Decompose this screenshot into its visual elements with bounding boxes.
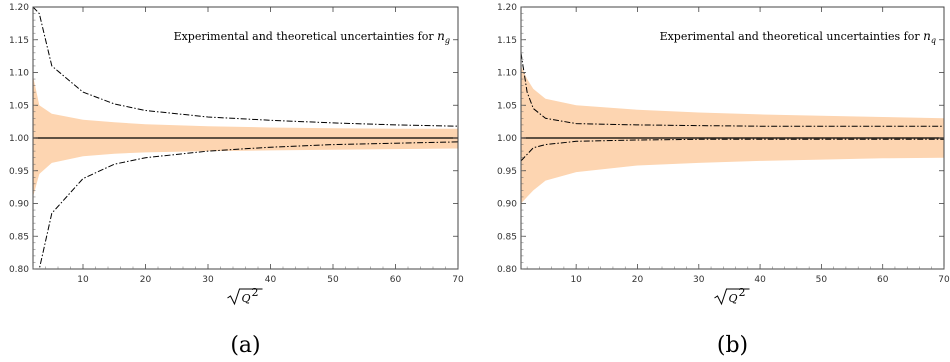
- x-tick-label: 30: [693, 275, 705, 285]
- y-tick-label: 0.85: [9, 232, 29, 242]
- y-tick-label: 1.05: [9, 101, 29, 111]
- chart-panel-b: 0.80 0.85 0.90 0.95 1.00 1.05 1.10 1.15 1.20 10 20…: [497, 3, 950, 358]
- plot-area: [33, 7, 458, 269]
- y-tick-label: 0.95: [9, 167, 29, 177]
- dashdot-curve-0: [33, 7, 458, 127]
- panel-caption: (b): [717, 333, 748, 358]
- x-tick-label: 60: [390, 275, 402, 285]
- y-tick-label: 1.10: [497, 69, 517, 79]
- x-axis-power: 2: [739, 286, 746, 299]
- y-tick-label: 0.90: [9, 200, 29, 210]
- y-tick-label: 0.80: [9, 265, 29, 275]
- y-tick-label: 1.15: [497, 36, 517, 46]
- x-tick-label: 10: [570, 275, 582, 285]
- y-tick-label: 1.20: [497, 3, 517, 13]
- y-tick-label: 0.95: [497, 167, 517, 177]
- y-tick-label: 1.20: [9, 3, 29, 13]
- uncertainty-band: [521, 65, 944, 204]
- panel-title: Experimental and theoretical uncertainti…: [174, 29, 450, 45]
- x-tick-label: 30: [202, 275, 214, 285]
- dashdot-curve-1: [521, 138, 944, 162]
- y-tick-label: 1.05: [497, 101, 517, 111]
- y-tick-label: 1.00: [497, 134, 517, 144]
- y-tick-label: 0.80: [497, 265, 517, 275]
- y-tick-label: 0.85: [497, 232, 517, 242]
- sqrt-symbol: [227, 288, 263, 306]
- sqrt-symbol: [714, 288, 750, 306]
- x-tick-label: 50: [816, 275, 828, 285]
- x-tick-label: 20: [632, 275, 644, 285]
- panel-title: Experimental and theoretical uncertainti…: [660, 29, 936, 45]
- x-axis-radicand: Q: [729, 292, 738, 305]
- x-tick-label: 60: [877, 275, 889, 285]
- y-tick-label: 1.10: [9, 69, 29, 79]
- x-axis-radicand: Q: [242, 292, 251, 305]
- x-tick-label: 50: [327, 275, 339, 285]
- x-tick-label: 10: [77, 275, 89, 285]
- y-tick-label: 1.00: [9, 134, 29, 144]
- chart-panel-a: 0.80 0.85 0.90 0.95 1.00 1.05 1.10 1.15 1.20 10 20…: [9, 3, 464, 358]
- x-tick-label: 40: [754, 275, 766, 285]
- dashdot-curve-1: [33, 141, 458, 269]
- dashdot-curve-0: [521, 52, 944, 127]
- uncertainty-band: [33, 75, 458, 197]
- x-tick-label: 70: [452, 275, 464, 285]
- y-tick-label: 1.15: [9, 36, 29, 46]
- x-tick-label: 70: [938, 275, 950, 285]
- x-axis-power: 2: [252, 286, 259, 299]
- x-tick-label: 20: [140, 275, 152, 285]
- plot-area: [521, 52, 944, 204]
- panel-caption: (a): [230, 333, 260, 358]
- x-tick-label: 40: [265, 275, 277, 285]
- y-tick-label: 0.90: [497, 200, 517, 210]
